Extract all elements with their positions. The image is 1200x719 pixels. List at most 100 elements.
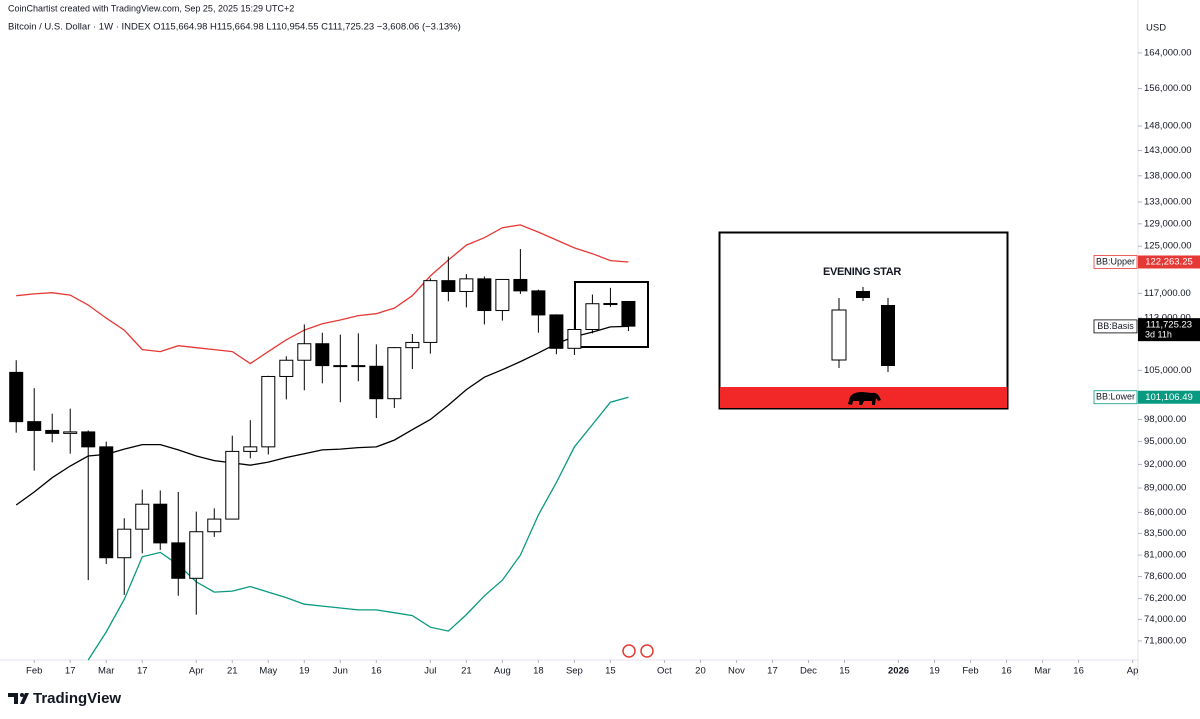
candle-body [603, 303, 618, 306]
x-tick-label: Feb [26, 666, 42, 677]
flag-icon [622, 644, 636, 658]
candle-body [333, 365, 348, 368]
x-tick-label: 19 [299, 666, 310, 677]
last-value-box [1138, 390, 1200, 404]
x-tick-label: Jul [424, 666, 436, 677]
x-tick-label: 15 [605, 666, 616, 677]
candle-body [27, 421, 42, 431]
candle-body [261, 375, 276, 448]
y-tick-label: 125,000.00 [1144, 241, 1192, 252]
x-tick-label: 17 [767, 666, 778, 677]
y-tick-label: 83,500.00 [1144, 528, 1186, 539]
candle-body [621, 300, 636, 327]
x-tick-label: 2026 [888, 666, 909, 677]
y-tick-label: 138,000.00 [1144, 170, 1192, 181]
x-tick-label: 19 [929, 666, 940, 677]
close-box [1138, 318, 1200, 342]
candle-body [495, 278, 510, 312]
y-tick-label: 117,000.00 [1144, 288, 1191, 299]
candle-body [459, 278, 474, 292]
x-tick-label: Mar [98, 666, 114, 677]
candle-body [369, 365, 384, 400]
x-tick-label: 16 [1001, 666, 1012, 677]
credit: CoinChartist created with TradingView.co… [8, 3, 294, 13]
y-tick-label: 95,000.00 [1144, 436, 1186, 447]
x-tick-label: May [259, 666, 277, 677]
y-tick-label: 71,800.00 [1144, 635, 1186, 646]
y-tick-label: 89,000.00 [1144, 483, 1186, 494]
chart-title: Bitcoin / U.S. Dollar · 1W · INDEX O115,… [8, 22, 461, 33]
y-tick-label: 86,000.00 [1144, 507, 1186, 518]
y-tick-label: 156,000.00 [1144, 83, 1192, 94]
candle-body [567, 328, 582, 349]
inset-candle [881, 305, 895, 366]
last-value-label: 101,106.49 [1145, 392, 1193, 403]
x-tick-label: 21 [227, 666, 238, 677]
x-tick-label: Ap [1127, 666, 1139, 677]
y-tick-label: 113,000.00 [1144, 313, 1191, 324]
candle-body [207, 518, 222, 533]
x-tick-label: Oct [657, 666, 672, 677]
series-name-box [1093, 390, 1138, 405]
x-tick-label: 17 [65, 666, 76, 677]
inset-frame [718, 231, 1009, 410]
series-name: BB:Lower [1096, 392, 1135, 402]
y-tick-label: 164,000.00 [1144, 47, 1192, 58]
x-tick-label: Apr [189, 666, 204, 677]
candle-body [189, 531, 204, 579]
series-name: BB:Basis [1097, 321, 1134, 331]
candle-body [9, 371, 24, 423]
candle-body [477, 278, 492, 312]
close-label: 111,725.23 [1146, 320, 1192, 331]
y-tick-label: 133,000.00 [1144, 197, 1192, 208]
candle-body [441, 280, 456, 292]
candle-body [117, 528, 132, 559]
candle-body [135, 503, 150, 530]
y-tick-label: 76,200.00 [1144, 593, 1186, 604]
y-tick-label: 81,000.00 [1144, 550, 1186, 561]
candle-body [225, 450, 240, 520]
y-tick-label: 105,000.00 [1144, 365, 1192, 376]
x-tick-label: Aug [494, 666, 511, 677]
x-tick-label: 17 [137, 666, 148, 677]
candle-body [81, 431, 96, 448]
brand: TradingView [33, 690, 121, 707]
highlight-box [574, 281, 649, 348]
candle-body [531, 290, 546, 316]
brand-logo: TradingView [8, 690, 121, 707]
y-tick-label: 98,000.00 [1144, 414, 1186, 425]
candle-body [243, 446, 258, 452]
x-tick-label: Nov [728, 666, 745, 677]
series-name-box [1093, 319, 1138, 334]
x-tick-label: Sep [566, 666, 583, 677]
x-tick-label: 16 [371, 666, 382, 677]
inset-title: EVENING STAR [823, 266, 901, 278]
inset-candle [856, 291, 870, 298]
candle-body [387, 347, 402, 400]
event-flags [622, 644, 654, 658]
x-tick-label: Feb [962, 666, 978, 677]
bb-line [16, 224, 629, 365]
candle-body [423, 280, 438, 343]
inset-candle [831, 309, 847, 361]
x-tick-label: 21 [461, 666, 472, 677]
pattern-inset: EVENING STAR [718, 231, 1009, 410]
x-tick-label: Mar [1034, 666, 1050, 677]
bb-line [15, 325, 629, 506]
candle-body [279, 359, 294, 377]
x-tick-label: 16 [1073, 666, 1084, 677]
candle-body [405, 341, 420, 349]
candle-body [171, 542, 186, 579]
countdown: 3d 11h [1145, 330, 1172, 340]
brand-icon [20, 693, 24, 697]
last-value-box [1138, 255, 1200, 269]
candle-body [549, 314, 564, 349]
x-tick-label: 20 [695, 666, 706, 677]
candle-body [153, 503, 168, 544]
y-tick-label: 129,000.00 [1144, 218, 1192, 229]
candle-body [351, 365, 366, 368]
candle-body [297, 343, 312, 361]
x-tick-label: Dec [800, 666, 817, 677]
